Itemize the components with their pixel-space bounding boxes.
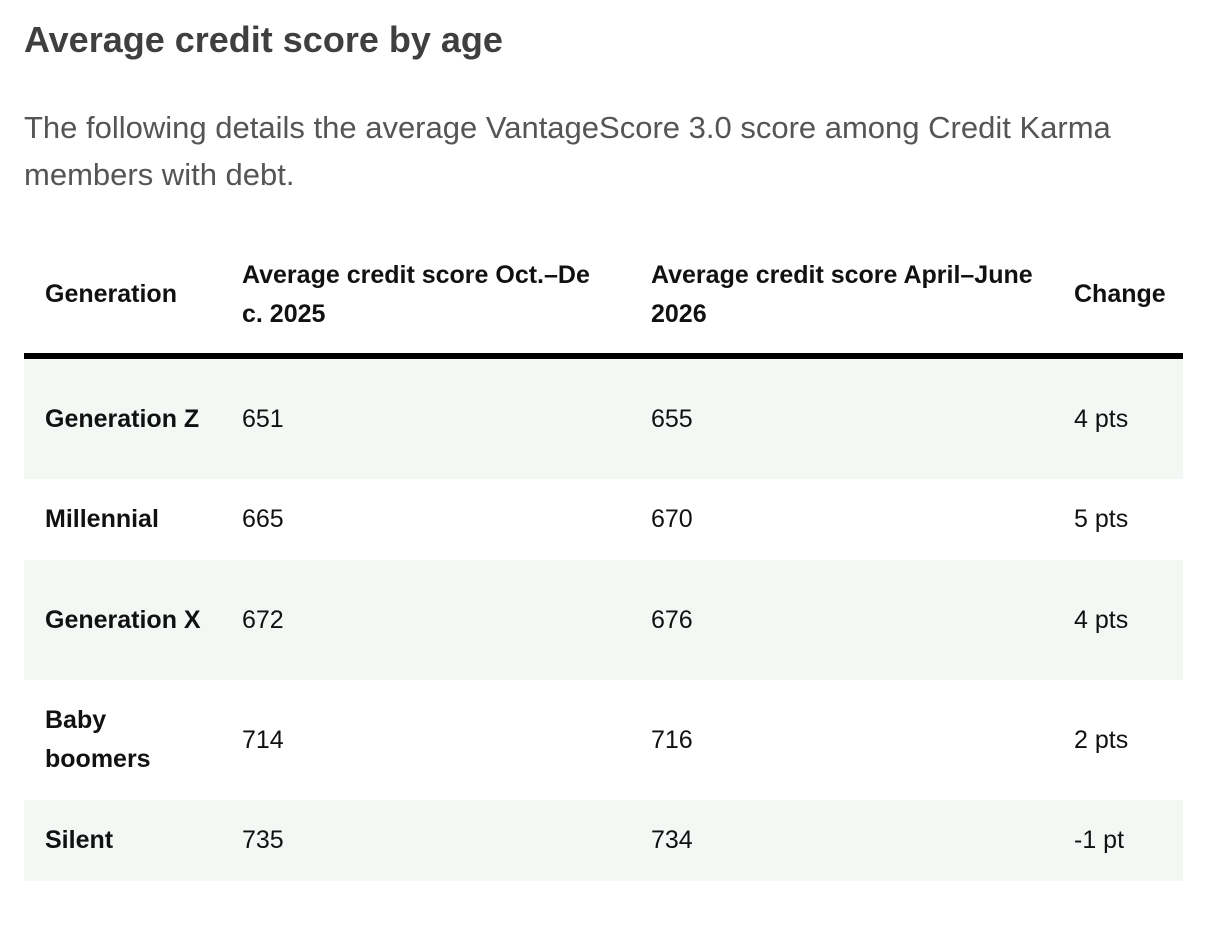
change-cell: 5 pts [1074, 505, 1129, 533]
header-row: Generation Average credit score Oct.–Dec… [24, 236, 1183, 359]
header-change: Change [1053, 236, 1183, 359]
generation-cell: Baby boomers [45, 706, 151, 773]
generation-cell: Generation X [24, 560, 221, 680]
intro-paragraph: The following details the average Vantag… [24, 110, 1111, 192]
score-2026-cell: 655 [630, 356, 1053, 479]
generation-cell: Silent [24, 800, 221, 881]
score-2025-cell: 672 [221, 560, 630, 680]
change-cell: -1 pt [1053, 800, 1183, 881]
header-generation: Generation [24, 236, 221, 359]
table-body: Generation Z 651 655 4 pts Millennial 66… [24, 356, 1183, 881]
change-cell: 4 pts [1053, 356, 1183, 479]
score-2025-cell: 735 [221, 800, 630, 881]
table-row: Generation Z 651 655 4 pts [24, 356, 1183, 479]
score-2026-cell: 670 [651, 505, 693, 533]
table-header: Generation Average credit score Oct.–Dec… [24, 236, 1183, 359]
score-2026-cell: 734 [630, 800, 1053, 881]
header-oct-dec-2025: Average credit score Oct.–Dec. 2025 [221, 236, 630, 359]
header-apr-jun-2026: Average credit score April–June 2026 [630, 236, 1053, 359]
credit-score-table: Generation Average credit score Oct.–Dec… [24, 236, 1183, 881]
change-cell: 4 pts [1053, 560, 1183, 680]
section-heading: Average credit score by age [24, 19, 503, 60]
generation-cell: Millennial [45, 505, 159, 533]
score-2026-cell: 676 [630, 560, 1053, 680]
score-2025-cell: 665 [242, 505, 284, 533]
score-2025-cell: 651 [221, 356, 630, 479]
table-row: Millennial 665 670 5 pts [24, 479, 1183, 560]
table-row: Baby boomers 714 716 2 pts [24, 680, 1183, 800]
generation-cell: Generation Z [24, 356, 221, 479]
table-row: Silent 735 734 -1 pt [24, 800, 1183, 881]
change-cell: 2 pts [1074, 725, 1129, 754]
table-row: Generation X 672 676 4 pts [24, 560, 1183, 680]
score-2025-cell: 714 [242, 725, 284, 754]
score-2026-cell: 716 [651, 725, 693, 754]
